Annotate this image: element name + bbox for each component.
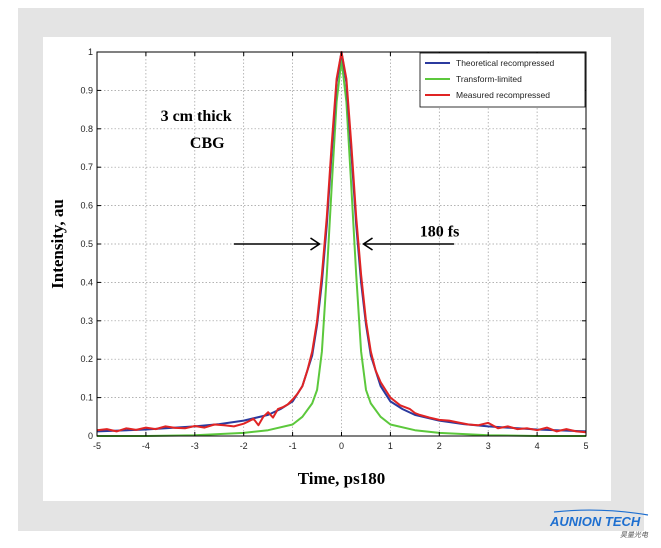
logo-swoosh: [553, 509, 649, 516]
chart-panel: -5 -4 -3 -2 -1 0 1 2 3 4 5 0 0.1 0.2 0.3 0.4 0.5 0.6 0.7 0…: [43, 37, 611, 501]
logo-subtitle: 昊量光电: [620, 531, 649, 539]
x-tick-label: -1: [289, 441, 297, 451]
grid: [97, 52, 586, 436]
x-tick-label: 0: [339, 441, 344, 451]
arrows: [233, 237, 454, 251]
x-tick-label: 2: [437, 441, 442, 451]
x-tick-label: 4: [535, 441, 540, 451]
legend-label-theoretical-recompressed: Theoretical recompressed: [456, 58, 555, 68]
x-tick-label: -4: [142, 441, 150, 451]
legend-label-transform-limited: Transform-limited: [456, 74, 522, 84]
annotation: CBG: [190, 135, 225, 152]
x-tick-labels: -5 -4 -3 -2 -1 0 1 2 3 4 5: [93, 441, 589, 451]
y-tick-label: 0.9: [80, 85, 93, 95]
y-axis-label: Intensity, au: [48, 199, 67, 289]
y-tick-label: 0: [88, 431, 93, 441]
x-tick-label: 5: [583, 441, 588, 451]
legend: Theoretical recompressed Transform-limite…: [419, 52, 586, 108]
y-tick-labels: 0 0.1 0.2 0.3 0.4 0.5 0.6 0.7 0.8 0.9 1: [80, 47, 93, 441]
x-tick-label: -2: [240, 441, 248, 451]
chart: -5 -4 -3 -2 -1 0 1 2 3 4 5 00.10.20.30.40.50.60.70…: [48, 47, 589, 488]
series-measured-recompressed: [96, 51, 587, 434]
x-tick-label: -3: [191, 441, 199, 451]
x-tick-label: 3: [486, 441, 491, 451]
y-tick-label: 0.8: [80, 124, 93, 134]
x-axis-label: Time, ps180: [298, 469, 386, 488]
legend-label-measured-recompressed: Measured recompressed: [456, 90, 550, 100]
y-tick-label: 0.6: [80, 201, 93, 211]
annotations: 3 cm thick CBG 180 fs: [161, 108, 460, 240]
y-tick-label: 0.4: [80, 277, 93, 287]
logo-name: AUNION TECH: [549, 514, 641, 529]
annotation-arrow: [362, 237, 454, 251]
annotation: 3 cm thick: [161, 108, 232, 125]
x-tick-label: 1: [388, 441, 393, 451]
y-tick-label: 0.7: [80, 162, 93, 172]
y-tick-label: 0.1: [80, 393, 93, 403]
annotation-arrow: [233, 237, 321, 251]
x-tick-label: -5: [93, 441, 101, 451]
y-tick-label: 0.3: [80, 316, 93, 326]
y-tick-label: 1: [88, 47, 93, 57]
annotation: 180 fs: [420, 223, 460, 240]
y-tick-label: 0.5: [80, 239, 93, 249]
series-transform-limited: [97, 58, 586, 437]
y-tick-label: 0.2: [80, 354, 93, 364]
aunion-tech-logo: AUNION TECH 昊量光电: [548, 509, 652, 543]
